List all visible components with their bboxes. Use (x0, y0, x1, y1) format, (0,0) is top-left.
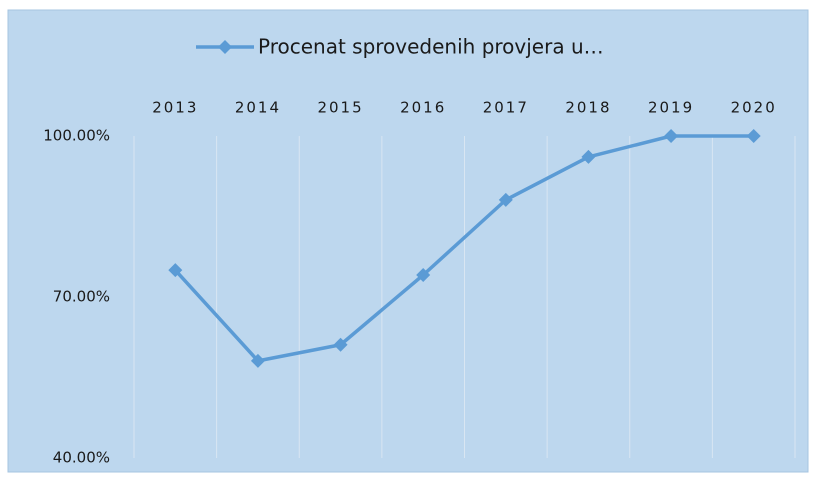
point-marker (250, 353, 265, 368)
x-tick-label: 2014 (235, 99, 281, 117)
x-tick-label: 2018 (565, 99, 611, 117)
series-line (174, 134, 754, 363)
x-tick-label: 2013 (152, 99, 198, 117)
point-marker (581, 149, 596, 164)
legend-label: Procenat sprovedenih provjera u… (258, 35, 604, 59)
point-marker (664, 129, 679, 143)
x-tick-label: 2017 (483, 99, 529, 117)
x-tick-label: 2019 (648, 99, 694, 117)
point-marker (498, 192, 513, 207)
y-tick-label: 40.00% (53, 449, 110, 467)
chart-background (7, 9, 809, 473)
point-marker (746, 129, 761, 143)
y-tick-label: 70.00% (53, 288, 110, 306)
point-marker (333, 337, 348, 352)
point-marker (416, 267, 431, 282)
point-marker (168, 263, 183, 278)
x-tick-label: 2020 (731, 99, 777, 117)
x-tick-label: 2016 (400, 99, 446, 117)
x-tick-label: 2015 (317, 99, 363, 117)
y-tick-label: 100.00% (43, 127, 110, 145)
legend-marker (218, 40, 232, 54)
